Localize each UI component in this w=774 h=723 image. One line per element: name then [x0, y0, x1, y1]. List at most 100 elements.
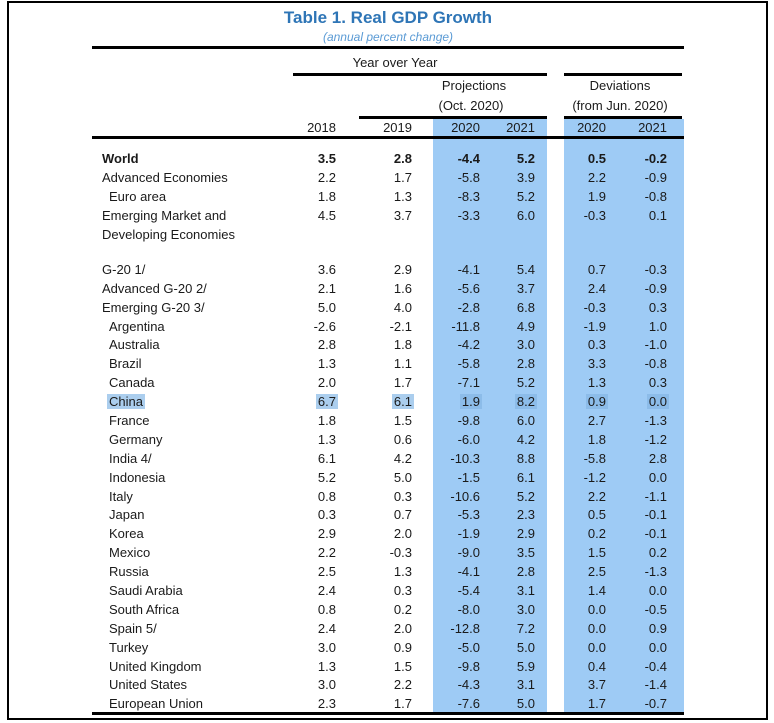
- value-cell: -7.1: [457, 375, 480, 391]
- row-label: Canada: [92, 374, 300, 393]
- row-label-text: China: [107, 394, 145, 410]
- value-cell: 2.9: [317, 526, 336, 542]
- value-cell: -12.8: [450, 620, 480, 636]
- header-gap: [92, 136, 684, 150]
- row-label: Advanced G-20 2/: [92, 280, 300, 299]
- row-label: India 4/: [92, 450, 300, 469]
- row-label: Emerging G-20 3/: [92, 299, 300, 318]
- table-row: Japan 0.3 0.7 -5.3 2.3 0.5 -0.1: [92, 506, 684, 525]
- table-row: Saudi Arabia 2.4 0.3 -5.4 3.1 1.4 0.0: [92, 582, 684, 601]
- value-cell: 0.2: [393, 601, 412, 617]
- gdp-table: 2018 2019 2020 2021 2020 2021 World 3.5 2.8 -4.4…: [92, 119, 684, 714]
- value-cell: 1.3: [317, 658, 336, 674]
- value-cell: 1.1: [393, 356, 412, 372]
- value-cell: 4.0: [393, 299, 412, 315]
- value-cell: -9.8: [457, 658, 480, 674]
- table-row: Euro area 1.8 1.3 -8.3 5.2 1.9 -0.8: [92, 188, 684, 207]
- value-cell: 1.3: [317, 356, 336, 372]
- value-cell: 1.3: [393, 564, 412, 580]
- table-rows: World 3.5 2.8 -4.4 5.2 0.5 -0.2 Advanced Econom…: [92, 150, 684, 714]
- row-label-text: Developing Economies: [102, 226, 235, 242]
- value-cell: 5.2: [516, 488, 535, 504]
- table-row: Russia 2.5 1.3 -4.1 2.8 2.5 -1.3: [92, 563, 684, 582]
- row-label-text: Brazil: [109, 356, 142, 372]
- value-cell: 5.9: [516, 658, 535, 674]
- row-label-text: India 4/: [109, 450, 152, 466]
- table-row: G-20 1/3.6 2.9 -4.1 5.4 0.7 -0.3: [92, 261, 684, 280]
- row-label: South Africa: [92, 601, 300, 620]
- value-cell: -0.4: [644, 658, 667, 674]
- table-row: Canada 2.0 1.7 -7.1 5.2 1.3 0.3: [92, 374, 684, 393]
- row-label: Mexico: [92, 544, 300, 563]
- value-cell: 5.2: [516, 151, 535, 166]
- value-cell: 5.0: [393, 469, 412, 485]
- value-cell: -0.3: [389, 545, 412, 561]
- table-row: Korea 2.9 2.0 -1.9 2.9 0.2 -0.1: [92, 525, 684, 544]
- value-cell: 1.8: [317, 188, 336, 204]
- table-row: World 3.5 2.8 -4.4 5.2 0.5 -0.2: [92, 150, 684, 169]
- value-cell: 3.0: [317, 639, 336, 655]
- row-label: France: [92, 412, 300, 431]
- year-over-year-header: Year over Year: [352, 55, 438, 70]
- projections-header: Projections: [441, 78, 507, 93]
- value-cell: 6.1: [516, 469, 535, 485]
- value-cell: 2.8: [393, 151, 412, 166]
- deviations-highlight-column: [564, 119, 684, 712]
- table-row: Mexico 2.2 -0.3 -9.0 3.5 1.5 0.2: [92, 544, 684, 563]
- value-cell: 1.9: [587, 188, 606, 204]
- value-cell: 0.0: [648, 469, 667, 485]
- value-cell: -5.0: [457, 639, 480, 655]
- value-cell: 5.2: [516, 375, 535, 391]
- row-label: Spain 5/: [92, 620, 300, 639]
- value-cell: 2.4: [317, 620, 336, 636]
- deviations-subheader: (from Jun. 2020): [572, 98, 668, 113]
- year-column-header: 2020: [577, 120, 606, 135]
- value-cell: 4.2: [393, 450, 412, 466]
- value-cell: 6.0: [516, 207, 535, 223]
- value-cell: 2.5: [587, 564, 606, 580]
- row-label: Russia: [92, 563, 300, 582]
- rule-under-title: [92, 46, 684, 49]
- value-cell: 5.2: [516, 188, 535, 204]
- value-cell: 2.4: [587, 280, 606, 296]
- value-cell: -8.3: [457, 188, 480, 204]
- row-label: Advanced Economies: [92, 169, 300, 188]
- value-cell: -4.1: [457, 261, 480, 277]
- row-label-text: Turkey: [109, 639, 149, 655]
- selected-value-text: 6.7: [315, 394, 338, 410]
- row-label: Japan: [92, 506, 300, 525]
- value-cell: 2.4: [317, 583, 336, 598]
- row-label-text: Indonesia: [109, 469, 166, 485]
- value-cell: 0.2: [587, 526, 606, 542]
- row-label: Australia: [92, 336, 300, 355]
- value-cell: 5.0: [516, 639, 535, 655]
- value-cell: -9.8: [457, 412, 480, 428]
- value-cell: -0.3: [583, 207, 606, 223]
- value-cell: 3.5: [317, 151, 336, 166]
- row-label: Italy: [92, 488, 300, 507]
- value-cell: 8.8: [516, 450, 535, 466]
- value-cell: 2.0: [317, 375, 336, 391]
- value-cell: -4.3: [457, 677, 480, 693]
- row-label: Germany: [92, 431, 300, 450]
- value-cell: 2.8: [648, 450, 667, 466]
- value-cell: 1.3: [317, 431, 336, 447]
- row-label: Turkey: [92, 639, 300, 658]
- row-label: Saudi Arabia: [92, 582, 300, 601]
- value-cell: 5.0: [317, 299, 336, 315]
- value-cell: -1.5: [457, 469, 480, 485]
- value-cell: 2.0: [393, 526, 412, 542]
- value-cell: -1.0: [644, 337, 667, 353]
- year-column-header: 2021: [506, 120, 535, 135]
- table-row: Emerging G-20 3/5.0 4.0 -2.8 6.8 -0.3 0.3: [92, 299, 684, 318]
- value-cell: 5.4: [516, 261, 535, 277]
- value-cell: 1.7: [393, 169, 412, 185]
- value-cell: 0.5: [587, 151, 606, 166]
- rule-under-years: [92, 136, 684, 139]
- value-cell: 3.1: [516, 677, 535, 693]
- value-cell: -4.1: [457, 564, 480, 580]
- rule-under-year-over-year: [293, 73, 547, 76]
- value-cell: 0.0: [587, 620, 606, 636]
- value-cell: 0.9: [648, 620, 667, 636]
- value-cell: 0.3: [393, 583, 412, 598]
